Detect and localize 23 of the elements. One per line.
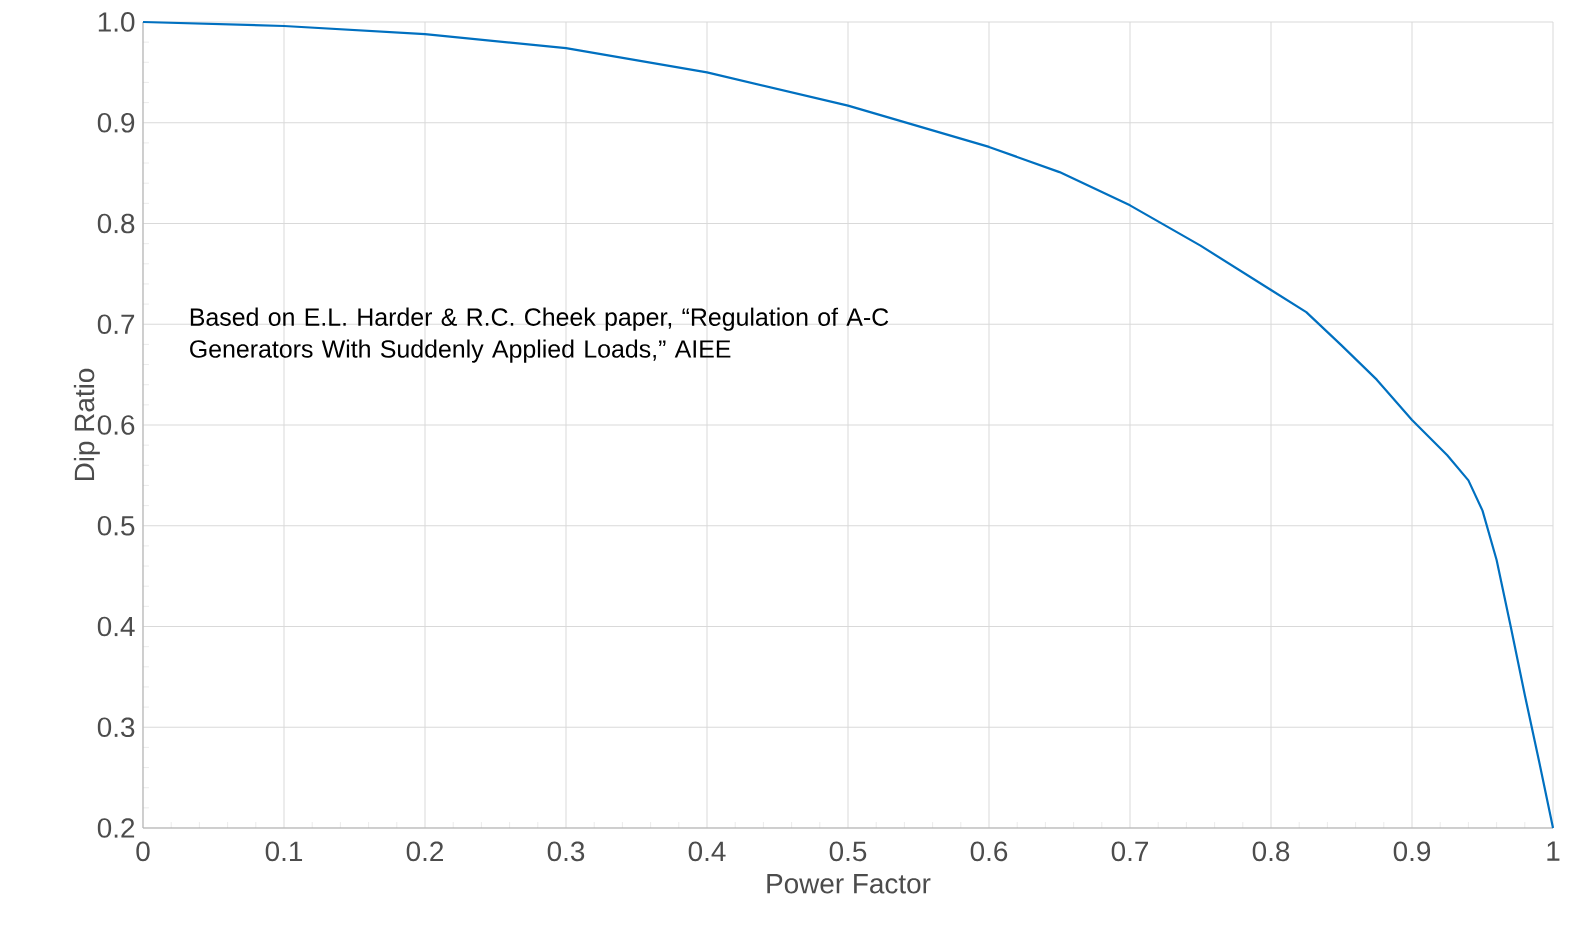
x-tick-label: 0.1: [265, 841, 303, 862]
x-tick-label: 0.8: [1252, 841, 1290, 862]
x-tick-label: 0.3: [547, 841, 585, 862]
y-tick-label: 0.8: [97, 213, 135, 234]
x-tick-label: 0.2: [406, 841, 443, 862]
x-tick-label: 0.9: [1393, 841, 1431, 862]
y-tick-label: 0.6: [97, 415, 135, 435]
line-series: [141, 20, 1555, 830]
annotation: Based on E.L. Harder & R.C. Cheek paper, “Regulation of A-C Generators With Suddenly Applied Loads,” AIEE: [190, 307, 889, 363]
x-tick-label: 0.5: [829, 841, 867, 862]
x-tick-label: 0.4: [688, 841, 726, 862]
x-axis-title: Power Factor: [767, 874, 931, 894]
y-tick-label: 0.4: [97, 616, 135, 637]
y-tick-label: 0.7: [97, 314, 135, 335]
y-tick-label: 0.2: [97, 818, 135, 838]
y-tick-label: 0.3: [97, 717, 135, 738]
y-tick-label: 0.5: [97, 515, 135, 536]
y-tick-label: 1.0: [98, 12, 135, 32]
x-tick-label: 1: [1547, 841, 1560, 861]
x-tick-label: 0.6: [970, 841, 1008, 862]
x-tick-label: 0.7: [1111, 841, 1148, 862]
y-tick-label: 0.9: [97, 112, 135, 133]
x-tick-label: 0: [136, 841, 150, 862]
